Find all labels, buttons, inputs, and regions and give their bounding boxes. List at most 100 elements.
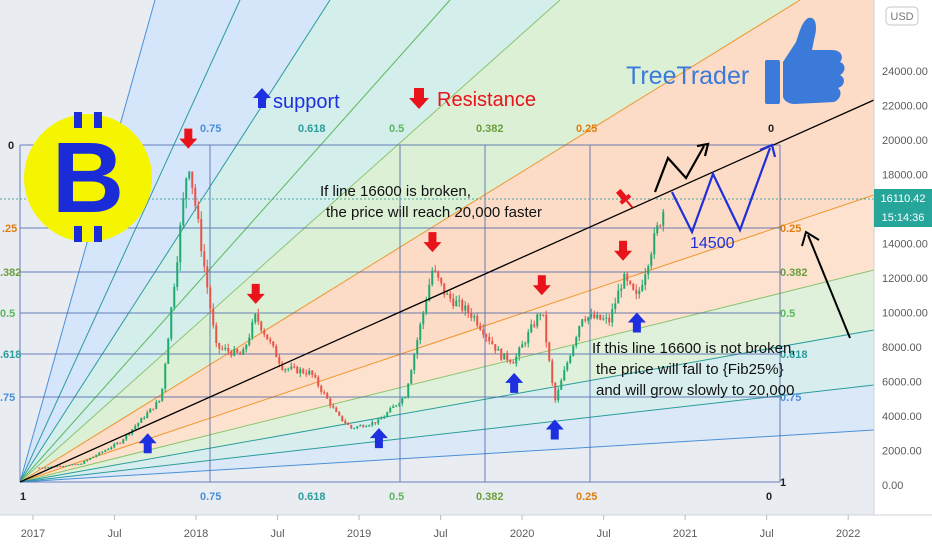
currency-label: USD [890, 11, 913, 23]
price-tick-label: 18000.00 [882, 170, 928, 182]
candle-body [440, 277, 443, 284]
support-arrow-icon [138, 433, 157, 454]
candle-body [584, 319, 587, 321]
fib-right-label: 0.25 [780, 223, 801, 235]
long-annotation-arrowhead-icon [801, 230, 820, 247]
fan-ray [19, 194, 874, 483]
candle-body [617, 290, 620, 304]
candle-body [266, 334, 269, 340]
range-projection-path [671, 147, 772, 235]
candle-body [599, 314, 602, 320]
fan-ray [19, 329, 874, 483]
candle-body [281, 363, 284, 370]
candle-body [605, 317, 608, 319]
candle-body [365, 426, 368, 428]
candle-body [428, 284, 431, 301]
candle-body [173, 286, 176, 308]
time-tick-label: 2017 [21, 528, 45, 540]
price-tick-label: 8000.00 [882, 342, 922, 354]
candle-body [224, 348, 227, 350]
legend: support Resistance [253, 88, 536, 113]
time-tick-label: Jul [107, 528, 121, 540]
candle-body [134, 426, 137, 430]
candle-body [392, 406, 395, 409]
candle-body [431, 270, 434, 285]
candle-body [68, 464, 71, 466]
candle-body [374, 422, 377, 424]
candle-body [206, 266, 209, 288]
candle-body [581, 319, 584, 327]
candle-body [233, 349, 236, 356]
candle-body [530, 324, 533, 333]
time-axis[interactable]: 2017 Jul 2018 Jul 2019 Jul 2020 Jul 2021 Jul 2022 [0, 514, 932, 550]
candle-body [620, 288, 623, 291]
currency-badge[interactable]: USD [885, 6, 919, 26]
candle-body [326, 393, 329, 399]
candle-body [350, 424, 353, 429]
candle-body [398, 403, 401, 406]
resistance-arrow-icon [179, 128, 198, 149]
candle-body [545, 314, 548, 343]
time-tick-label: Jul [434, 528, 448, 540]
candle-body [587, 317, 590, 321]
legend-support-label: support [273, 91, 340, 113]
price-tick-label: 22000.00 [882, 101, 928, 113]
candle-body [629, 280, 632, 284]
candle-body [494, 344, 497, 351]
candle-body [614, 303, 617, 310]
candle-body [650, 254, 653, 266]
candle-body [506, 353, 509, 361]
candle-body [77, 464, 80, 466]
brand-name: TreeTrader [626, 62, 749, 90]
candle-body [497, 349, 500, 351]
candle-body [179, 225, 182, 263]
price-tick-label: 20000.00 [882, 135, 928, 147]
time-axis-ticks: 2017 Jul 2018 Jul 2019 Jul 2020 Jul 2021 Jul 2022 [21, 515, 860, 540]
fib-right-label: 0.5 [780, 308, 795, 320]
candle-body [317, 377, 320, 386]
annotation-line: the price will fall to {Fib25%} [596, 361, 784, 378]
candle-body [542, 314, 545, 316]
candle-body [149, 408, 152, 413]
signal-arrows [138, 128, 646, 454]
fib-top-label: 0.5 [389, 123, 404, 135]
candle-body [434, 270, 437, 272]
candle-body [485, 334, 488, 337]
svg-text:B: B [52, 122, 124, 234]
annotation-line: If this line 16600 is not broken, [592, 340, 795, 357]
candle-body [623, 273, 626, 289]
candle-body [647, 265, 650, 275]
candle-body [218, 343, 221, 349]
candle-body [533, 324, 536, 327]
support-arrow-icon [505, 372, 524, 393]
candle-body [437, 271, 440, 278]
candle-body [188, 171, 191, 179]
candle-body [200, 218, 203, 252]
annotation-line: If line 16600 is broken, [320, 183, 471, 200]
fib-grid [19, 144, 781, 483]
candle-body [296, 366, 299, 374]
time-tick-label: 2019 [347, 528, 371, 540]
candle-body [557, 389, 560, 401]
resistance-arrow-icon [246, 283, 265, 304]
candle-body [212, 308, 215, 326]
candle-body [239, 352, 242, 355]
candle-body [425, 300, 428, 313]
candle-body [95, 455, 98, 457]
candle-body [101, 451, 104, 453]
candle-body [644, 274, 647, 286]
candle-body [194, 187, 197, 206]
candle-body [515, 356, 518, 364]
candle-body [170, 307, 173, 339]
candle-body [152, 408, 155, 410]
thumbs-up-icon [765, 17, 845, 105]
candle-body [323, 391, 326, 394]
candle-body [509, 360, 512, 363]
candle-body [161, 388, 164, 401]
fan-ray [19, 0, 801, 483]
support-arrow-icon [627, 312, 646, 333]
price-axis[interactable]: 0.00 2000.00 4000.00 6000.00 8000.00 10000.00… [873, 0, 932, 515]
candle-body [269, 339, 272, 342]
candle-body [659, 225, 662, 227]
candle-body [401, 398, 404, 404]
